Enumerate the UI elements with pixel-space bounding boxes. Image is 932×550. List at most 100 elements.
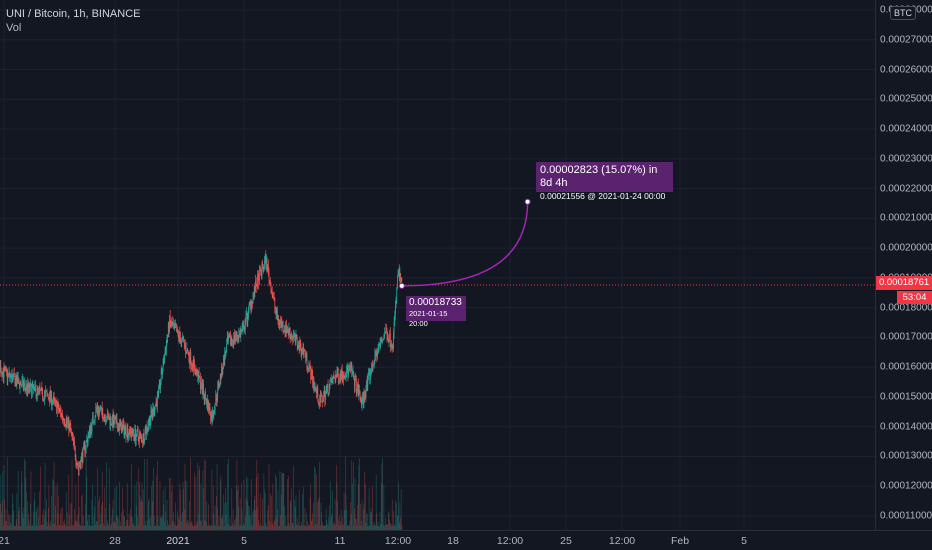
candle-body xyxy=(220,374,222,379)
candle-body xyxy=(308,366,310,371)
candle-body xyxy=(288,328,290,334)
candle-body xyxy=(44,395,45,401)
volume-bar xyxy=(21,470,22,530)
volume-bar xyxy=(311,519,313,530)
candle-body xyxy=(311,369,313,376)
volume-bar xyxy=(339,525,341,530)
candle-body xyxy=(225,351,226,354)
volume-bar xyxy=(325,525,326,530)
candle-body xyxy=(293,335,295,337)
candle-body xyxy=(384,332,386,334)
chart-pane[interactable]: UNI / Bitcoin, 1h, BINANCE Vol 0.0000282… xyxy=(0,0,875,530)
candle-body xyxy=(267,265,269,272)
candle-body xyxy=(210,415,212,421)
candle-body xyxy=(21,385,22,386)
volume-bar xyxy=(217,507,218,530)
candle-body xyxy=(248,307,249,318)
volume-bar xyxy=(347,525,349,530)
candle-body xyxy=(273,296,275,299)
volume-bar xyxy=(386,524,387,530)
volume-bar xyxy=(10,522,11,530)
volume-bar xyxy=(398,482,399,530)
volume-bar xyxy=(24,458,25,530)
candle-body xyxy=(244,323,246,330)
candle-body xyxy=(148,418,150,425)
candle-body xyxy=(341,369,342,380)
candle-body xyxy=(138,437,140,443)
candle-body xyxy=(378,345,380,350)
projection-start-price: 0.00018733 xyxy=(409,297,462,308)
volume-bar xyxy=(259,523,261,530)
candle-body xyxy=(322,401,324,403)
volume-bar xyxy=(63,522,64,530)
price-tick: 0.00026000 xyxy=(880,64,932,76)
time-tick: 12:00 xyxy=(384,535,412,547)
candle-body xyxy=(43,399,45,401)
candle-body xyxy=(65,420,67,426)
volume-bar xyxy=(192,525,194,530)
volume-bar xyxy=(124,517,125,530)
current-price-tag: 0.00018761 xyxy=(876,276,932,290)
volume-bar xyxy=(306,525,308,530)
candle-body xyxy=(337,369,339,375)
candle-body xyxy=(330,378,332,382)
volume-bar xyxy=(143,525,145,530)
price-axis[interactable]: 0.000280000.000270000.000260000.00025000… xyxy=(875,0,932,530)
candle-body xyxy=(56,401,58,413)
candle-body xyxy=(179,332,181,338)
candle-body xyxy=(94,416,96,421)
candle-body xyxy=(302,348,303,352)
volume-bar xyxy=(284,506,285,530)
candle-body xyxy=(8,372,10,375)
candle-body xyxy=(153,411,155,415)
candle-body xyxy=(389,333,391,346)
volume-bar xyxy=(108,467,110,530)
volume-bar xyxy=(22,512,23,530)
volume-bar xyxy=(117,517,119,530)
volume-bar xyxy=(196,524,197,530)
candle-body xyxy=(141,436,143,443)
candle-body xyxy=(269,280,271,284)
volume-bar xyxy=(210,525,212,530)
candle-body xyxy=(92,416,93,420)
volume-bar xyxy=(194,525,196,530)
candle-body xyxy=(176,327,178,333)
candle-body xyxy=(71,432,73,437)
volume-bar xyxy=(179,483,181,530)
candle-body xyxy=(151,413,153,415)
candle-body xyxy=(64,424,66,426)
candle-body xyxy=(326,387,328,391)
volume-bar xyxy=(4,521,6,530)
volume-bar xyxy=(298,523,299,530)
candle-body xyxy=(262,263,263,269)
symbol-info: UNI / Bitcoin, 1h, BINANCE xyxy=(6,8,141,20)
volume-bar xyxy=(107,523,109,530)
candle-body xyxy=(37,387,39,390)
volume-bar xyxy=(132,525,134,530)
candle-body xyxy=(399,272,401,279)
candle-body xyxy=(210,414,212,421)
time-axis[interactable]: 21 28 2021 5 11 12:00 18 12:00 25 12:00 Feb 5 xyxy=(0,530,932,550)
candle-body xyxy=(205,398,207,405)
volume-bar xyxy=(321,512,322,530)
candle-body xyxy=(142,433,144,443)
candle-body xyxy=(129,426,131,435)
volume-bar xyxy=(82,525,84,530)
candle-body xyxy=(135,435,137,441)
volume-bar xyxy=(130,516,132,530)
volume-bar xyxy=(56,482,58,530)
volume-bar xyxy=(346,525,348,530)
currency-badge[interactable]: BTC xyxy=(890,6,916,20)
price-tick: 0.00022000 xyxy=(880,183,932,195)
volume-bar xyxy=(116,515,118,530)
candle-body xyxy=(62,413,63,419)
candle-body xyxy=(395,299,397,304)
volume-bar xyxy=(166,499,168,530)
volume-bar xyxy=(192,524,193,530)
candle-body xyxy=(101,407,102,409)
volume-bar xyxy=(105,525,107,530)
candle-body xyxy=(103,416,105,420)
price-chart[interactable] xyxy=(0,0,875,530)
candle-body xyxy=(30,383,32,385)
volume-bar xyxy=(86,476,88,530)
